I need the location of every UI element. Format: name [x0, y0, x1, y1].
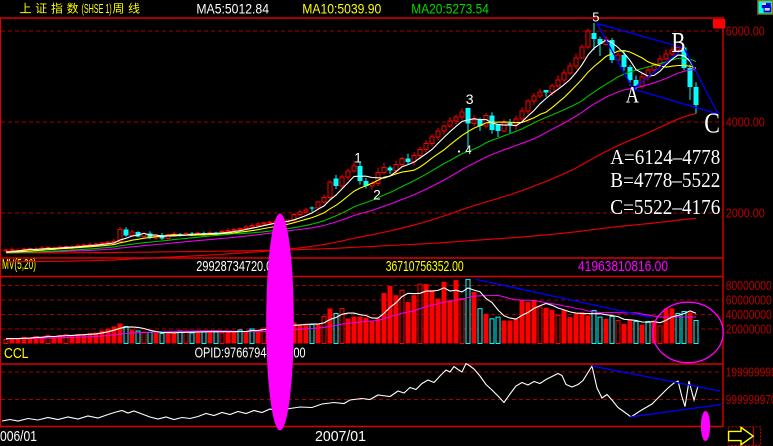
- svg-text:4000.00: 4000.00: [726, 115, 765, 130]
- svg-text:20000000: 20000000: [726, 322, 772, 337]
- svg-text:4: 4: [465, 145, 472, 157]
- svg-text:6000.00: 6000.00: [726, 24, 765, 39]
- svg-text:006/01: 006/01: [0, 428, 37, 445]
- svg-text:19999999992: 19999999992: [726, 365, 773, 380]
- svg-text:41963810816.00: 41963810816.00: [578, 258, 668, 275]
- svg-text:3: 3: [466, 91, 474, 107]
- svg-text:60000000: 60000000: [726, 293, 772, 308]
- svg-text:MA20:5273.54: MA20:5273.54: [411, 1, 489, 17]
- svg-text:A: A: [626, 82, 639, 109]
- svg-text:2000.00: 2000.00: [726, 206, 765, 221]
- svg-text:MV(5,20): MV(5,20): [2, 257, 36, 273]
- svg-text:B: B: [672, 27, 686, 59]
- svg-text:MA10:5039.90: MA10:5039.90: [302, 1, 381, 17]
- svg-text:(SHSE 1): (SHSE 1): [82, 3, 112, 17]
- svg-text:80000000: 80000000: [726, 278, 772, 293]
- svg-text:2007/01: 2007/01: [315, 428, 366, 445]
- svg-text:MA5:5012.84: MA5:5012.84: [196, 1, 269, 17]
- svg-text:2: 2: [373, 188, 381, 203]
- svg-text:5: 5: [592, 9, 599, 24]
- svg-text:A=6124–4778: A=6124–4778: [610, 145, 720, 169]
- svg-text:36710756352.00: 36710756352.00: [386, 258, 464, 275]
- svg-text:C: C: [704, 108, 720, 139]
- svg-text:C=5522–4176: C=5522–4176: [610, 195, 720, 219]
- svg-text:99999997081: 99999997081: [726, 392, 773, 407]
- svg-text:29928734720.00: 29928734720.00: [196, 258, 278, 275]
- svg-text:40000000: 40000000: [726, 307, 772, 322]
- svg-text:B=4778–5522: B=4778–5522: [610, 168, 720, 192]
- svg-text:CCL: CCL: [4, 345, 29, 362]
- svg-text:1: 1: [354, 150, 362, 165]
